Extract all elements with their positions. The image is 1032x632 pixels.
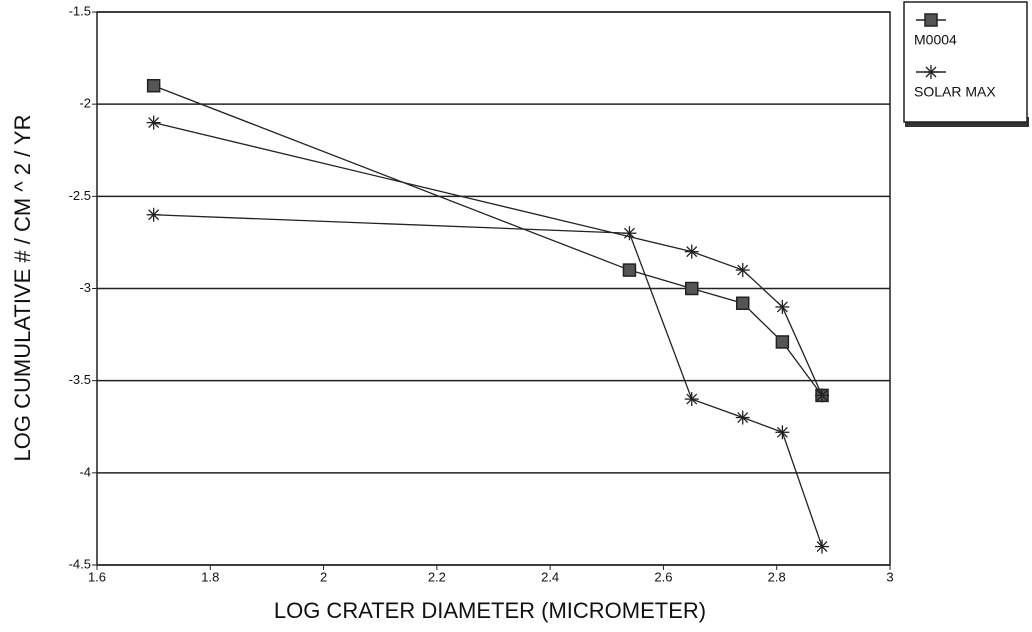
star-marker: [684, 244, 699, 259]
x-tick-label: 1.6: [88, 569, 106, 584]
x-tick-label: 2.8: [768, 569, 786, 584]
x-tick-label: 2.6: [654, 569, 672, 584]
x-tick-label: 2.4: [541, 569, 559, 584]
marker-stroke: [623, 227, 635, 239]
star-marker: [146, 115, 161, 130]
marker-shape: [775, 335, 790, 349]
star-marker: [622, 226, 637, 241]
square-marker: [146, 78, 161, 93]
y-tick-label: -3: [79, 280, 91, 295]
marker-stroke: [686, 246, 698, 258]
x-tick-label: 2.2: [428, 569, 446, 584]
marker-stroke: [737, 264, 749, 276]
marker-stroke: [148, 117, 160, 129]
square-marker: [735, 296, 750, 310]
marker-stroke: [776, 426, 788, 438]
star-marker: [815, 539, 830, 554]
marker-stroke: [686, 393, 698, 405]
y-tick-label: -4: [79, 464, 91, 479]
legend-label: M0004: [914, 32, 957, 48]
y-tick-label: -4.5: [69, 556, 91, 571]
square-marker: [622, 263, 637, 277]
series-line: [153, 85, 823, 396]
marker-stroke: [816, 541, 828, 553]
star-marker: [775, 299, 790, 314]
marker-stroke: [737, 412, 749, 423]
y-tick-label: -2.5: [69, 188, 91, 203]
star-marker: [735, 263, 750, 278]
square-marker: [775, 335, 790, 349]
square-marker: [685, 281, 699, 296]
star-marker: [735, 410, 750, 425]
y-tick-label: -1.5: [69, 3, 91, 18]
marker-stroke: [776, 301, 788, 313]
marker-stroke: [925, 66, 937, 78]
series-line: [153, 121, 823, 547]
star-marker: [924, 65, 938, 79]
x-tick-label: 3: [886, 569, 893, 584]
x-tick-label: 2: [320, 569, 327, 584]
marker-shape: [622, 263, 637, 277]
y-axis-title: LOG CUMULATIVE # / CM ^ 2 / YR: [10, 115, 35, 462]
marker-shape: [685, 281, 699, 296]
y-tick-label: -2: [79, 96, 91, 111]
marker-shape: [146, 78, 161, 93]
square-marker: [924, 13, 938, 27]
x-tick-label: 1.8: [201, 569, 219, 584]
legend-label: SOLAR MAX: [914, 84, 996, 100]
star-marker: [815, 388, 830, 403]
star-marker: [684, 392, 699, 407]
marker-shape: [924, 13, 938, 27]
marker-stroke: [816, 389, 828, 401]
star-marker: [775, 425, 790, 440]
y-tick-label: -3.5: [69, 372, 91, 387]
marker-stroke: [148, 209, 160, 221]
x-axis-title: LOG CRATER DIAMETER (MICROMETER): [274, 598, 706, 623]
star-marker: [146, 207, 161, 222]
marker-shape: [735, 296, 750, 310]
